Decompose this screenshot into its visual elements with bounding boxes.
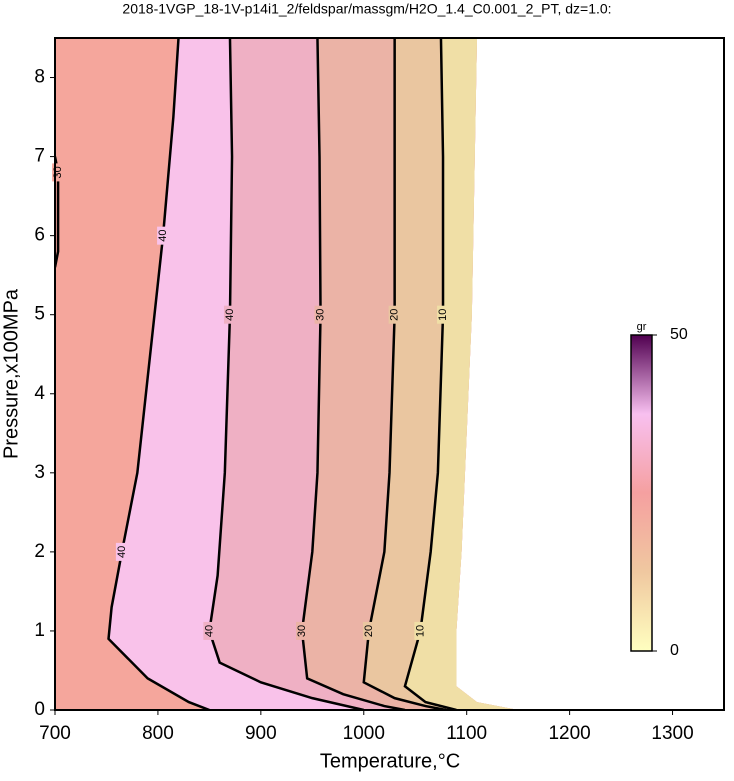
plot-frame <box>54 37 725 711</box>
y-tick-label: 5 <box>34 304 45 325</box>
x-tick-label: 1200 <box>548 723 590 744</box>
contour-line <box>300 38 406 710</box>
y-tick-label: 6 <box>34 225 45 246</box>
y-tick-label: 2 <box>34 541 45 562</box>
contour-label: 20 <box>389 309 401 321</box>
contour-label: 30 <box>52 166 64 178</box>
contour-label-bg <box>437 305 450 324</box>
contour-label: 40 <box>224 309 236 321</box>
y-axis-label: Pressure,x100MPa <box>0 288 22 459</box>
y-tick-label: 3 <box>34 462 45 483</box>
chart-title: 2018-1VGP_18-1V-p14i1_2/feldspar/massgm/… <box>122 1 611 17</box>
contour-label: 10 <box>414 625 426 637</box>
colorbar-tick-label: 0 <box>670 642 679 659</box>
contour-label: 30 <box>296 625 308 637</box>
y-tick-label: 1 <box>34 620 45 641</box>
y-tick-label: 7 <box>34 146 45 167</box>
contour-line <box>362 38 447 710</box>
x-tick-label: 800 <box>142 723 174 744</box>
contour-label-bg <box>223 305 236 324</box>
colorbar <box>630 334 653 652</box>
x-axis-label: Temperature,°C <box>320 750 460 772</box>
contour-label-bg <box>388 305 401 324</box>
x-tick-label: 900 <box>245 723 277 744</box>
contour-label-bg <box>296 621 309 640</box>
contour-label-bg <box>157 226 170 245</box>
x-tick-label: 1300 <box>651 723 693 744</box>
colorbar-label: gr <box>637 321 647 333</box>
contour-label: 10 <box>437 309 449 321</box>
x-tick-label: 1000 <box>343 723 385 744</box>
x-tick-label: 700 <box>39 723 71 744</box>
contour-label-bg <box>362 621 375 640</box>
x-tick-label: 1100 <box>446 723 487 744</box>
contour-label-bg <box>414 621 427 640</box>
contour-label: 40 <box>157 230 169 242</box>
y-tick-label: 0 <box>34 699 45 720</box>
contour-label-bg <box>314 305 327 324</box>
contour-label-bg <box>203 621 216 640</box>
contour-line <box>208 38 365 710</box>
contour-label: 40 <box>116 546 128 558</box>
contour-label: 30 <box>314 309 326 321</box>
contour-line <box>403 38 457 710</box>
contour-label-bg <box>115 542 128 561</box>
contour-region <box>404 38 519 710</box>
y-tick-label: 4 <box>34 383 45 404</box>
contour-label: 40 <box>203 625 215 637</box>
y-tick-label: 8 <box>34 67 45 88</box>
contour-label: 20 <box>363 625 375 637</box>
colorbar-tick-label: 50 <box>670 326 688 343</box>
